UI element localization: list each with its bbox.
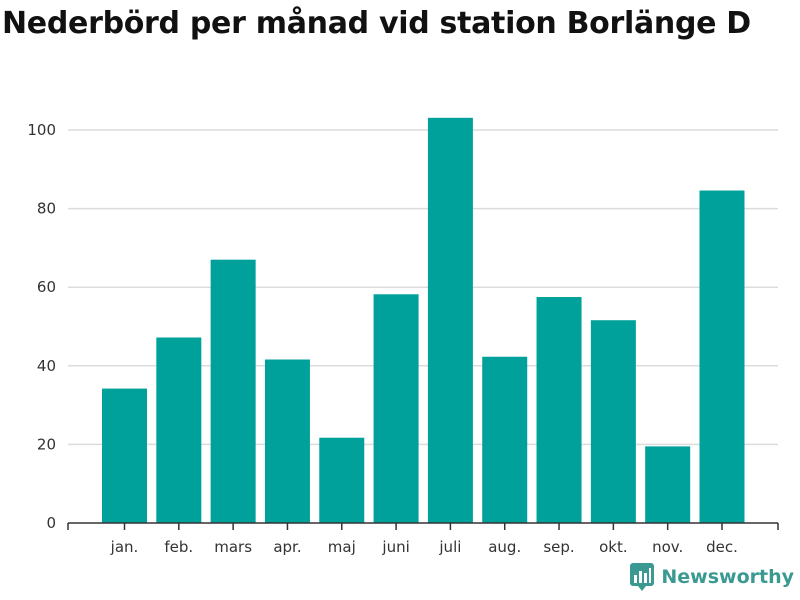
- x-tick-label: sep.: [543, 538, 574, 556]
- bar: [482, 356, 528, 523]
- y-tick-label: 100: [27, 121, 56, 139]
- brand-name: Newsworthy: [661, 566, 794, 588]
- x-tick-label: aug.: [488, 538, 521, 556]
- y-tick-label: 40: [37, 357, 56, 375]
- x-tick-label: okt.: [599, 538, 628, 556]
- x-tick-label: nov.: [652, 538, 683, 556]
- x-tick-label: jan.: [110, 538, 139, 556]
- x-tick-label: dec.: [706, 538, 738, 556]
- brand: Newsworthy: [629, 562, 794, 592]
- x-tick-label: juli: [438, 538, 461, 556]
- bar: [156, 337, 202, 523]
- bar: [590, 320, 636, 523]
- bar: [373, 294, 419, 523]
- bar: [645, 446, 691, 523]
- bar: [210, 259, 256, 523]
- y-tick-label: 0: [46, 514, 56, 532]
- chart-title: Nederbörd per månad vid station Borlänge…: [2, 6, 751, 41]
- bar: [264, 359, 310, 523]
- bar: [102, 388, 147, 523]
- bar: [536, 297, 582, 523]
- y-tick-label: 60: [37, 278, 56, 296]
- x-tick-label: apr.: [273, 538, 301, 556]
- bar: [319, 437, 365, 523]
- x-tick-label: juni: [381, 538, 409, 556]
- newsworthy-logo-icon: [630, 563, 655, 591]
- y-tick-label: 20: [37, 435, 56, 453]
- x-tick-label: feb.: [164, 538, 193, 556]
- bar: [699, 190, 745, 523]
- y-axis-ticks: 0 20 40 60 80 100: [27, 121, 56, 532]
- y-tick-label: 80: [37, 200, 56, 218]
- bars: [102, 117, 745, 523]
- bar: [427, 117, 473, 523]
- x-tick-label: mars: [214, 538, 252, 556]
- x-tick-label: maj: [328, 538, 356, 556]
- x-axis: jan. feb. mars apr. maj juni juli aug. sep. okt. n…: [67, 522, 779, 556]
